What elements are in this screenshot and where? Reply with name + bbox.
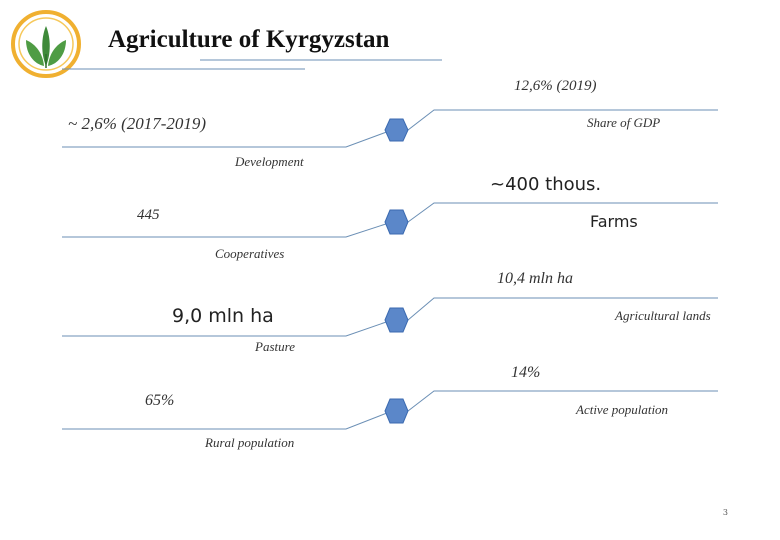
row2-right-value: ~400 thous. [490,174,602,195]
page-number: 3 [722,508,728,517]
row2-right-label: Farms [590,212,638,231]
row4-right-value: 14% [511,364,541,381]
hexagon-marker [384,118,409,142]
row1-left-label: Development [235,154,304,169]
row4-right-label: Active population [576,402,669,417]
row3-right-label: Agricultural lands [615,308,711,323]
row2-left-label: Cooperatives [215,246,285,261]
hexagon-marker [384,307,409,333]
hexagon-marker [384,398,409,424]
row3-left-label: Pasture [255,339,295,354]
hexagon-marker [384,209,409,235]
row1-right-label: Share of GDP [587,115,661,130]
page-title: Agriculture of Kyrgyzstan [108,26,390,53]
row4-left-label: Rural population [205,435,295,450]
row3-right-value: 10,4 mln ha [497,270,573,287]
leaf-logo-icon [11,10,81,78]
row1-left-value: ~ 2,6% (2017-2019) [68,114,207,133]
row3-left-value: 9,0 mln ha [172,305,274,327]
row1-right-value: 12,6% (2019) [514,78,597,94]
row4-left-value: 65% [145,392,175,409]
row2-left-value: 445 [137,207,160,223]
